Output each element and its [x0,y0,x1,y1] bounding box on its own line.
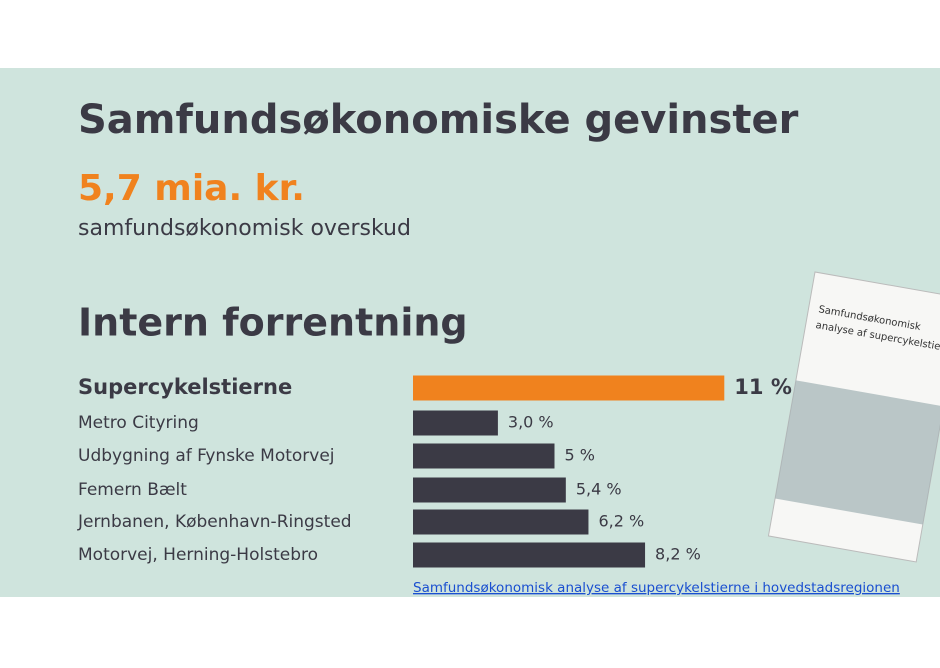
category-label: Supercykelstierne [78,375,292,399]
bar [413,443,555,469]
report-link[interactable]: Samfundsøkonomisk analyse af supercykels… [413,580,900,596]
subtitle: samfundsøkonomisk overskud [78,216,411,241]
report-cover: Samfundsøkonomisk analyse af supercykels… [767,271,940,563]
value-label: 11 % [734,375,792,399]
report-link-text[interactable]: Samfundsøkonomisk analyse af supercykels… [413,580,900,596]
bar [413,509,589,535]
report-photo [775,380,940,525]
value-label: 5,4 % [576,480,622,499]
category-label: Metro Cityring [78,413,199,433]
value-label: 8,2 % [655,545,701,564]
category-label: Jernbanen, København-Ringsted [77,512,352,532]
chart-title: Intern forrentning [78,301,468,345]
highlight: 5,7 mia. kr. [78,168,305,209]
category-label: Udbygning af Fynske Motorvej [78,446,335,466]
category-label: Motorvej, Herning-Holstebro [78,545,318,565]
bar [413,375,725,401]
value-label: 5 % [565,446,595,465]
bar-chart: Supercykelstierne 11 % Metro Cityring 3,0 %… [77,375,792,568]
value-label: 3,0 % [508,413,554,432]
category-label: Femern Bælt [78,480,187,500]
bar [413,542,646,568]
bar [413,477,566,503]
bar [413,410,498,436]
headline: Samfundsøkonomiske gevinster [78,97,799,143]
value-label: 6,2 % [598,512,644,531]
